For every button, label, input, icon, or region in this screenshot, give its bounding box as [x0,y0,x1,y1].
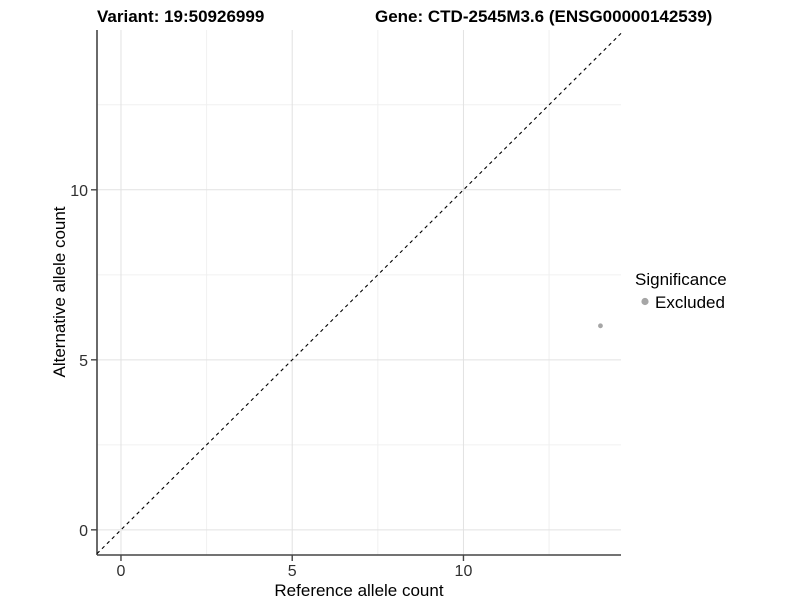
x-axis-title: Reference allele count [274,581,443,600]
identity-reference-line [96,33,622,555]
y-axis-title: Alternative allele count [50,206,69,377]
y-tick-label: 0 [79,523,88,540]
x-tick-label: 10 [455,563,473,580]
variant-title: Variant: 19:50926999 [97,7,264,26]
x-tick-label: 5 [288,563,297,580]
y-axis-ticks: 0 5 10 [70,183,97,540]
legend-key-dot [641,297,649,306]
legend-item-label: Excluded [655,293,725,312]
legend-title: Significance [635,270,727,289]
legend: Significance Excluded [635,270,727,312]
data-point [598,323,603,329]
gene-title: Gene: CTD-2545M3.6 (ENSG00000142539) [375,7,712,26]
y-tick-label: 5 [79,353,88,370]
gridlines-minor [97,30,621,555]
x-tick-label: 0 [117,563,126,580]
x-axis-ticks: 0 5 10 [117,555,473,580]
y-tick-label: 10 [70,183,88,200]
data-points [598,323,603,329]
gridlines-major [97,30,621,555]
